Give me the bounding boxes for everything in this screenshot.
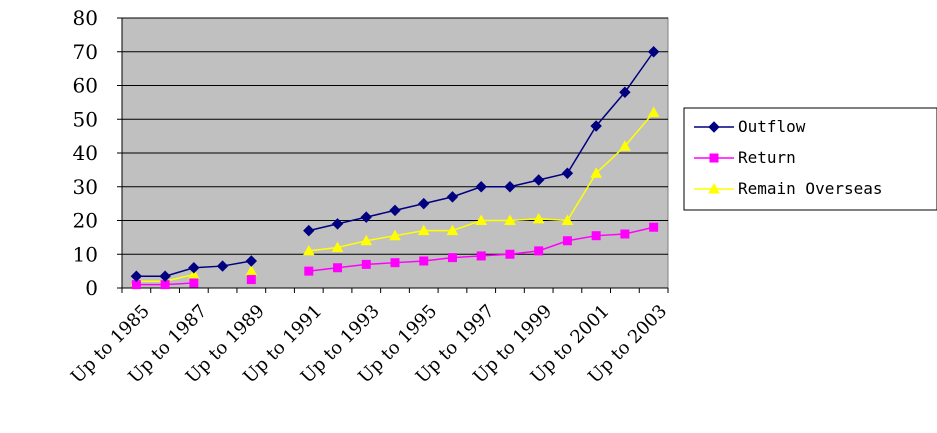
y-tick-label: 70 bbox=[73, 40, 98, 64]
y-tick-label: 0 bbox=[85, 276, 98, 300]
data-point bbox=[245, 255, 258, 267]
data-point bbox=[447, 253, 457, 263]
data-point bbox=[504, 214, 516, 225]
data-point bbox=[475, 214, 488, 225]
y-tick-label: 10 bbox=[73, 242, 98, 266]
series-layer bbox=[130, 46, 660, 290]
data-point bbox=[562, 236, 572, 246]
data-point bbox=[304, 266, 314, 276]
data-point bbox=[389, 204, 401, 217]
y-tick-label: 40 bbox=[73, 141, 98, 165]
data-point bbox=[418, 197, 430, 210]
y-tick-label: 50 bbox=[73, 107, 98, 131]
data-point bbox=[302, 244, 315, 256]
y-tick-label: 30 bbox=[73, 175, 98, 199]
data-point bbox=[419, 256, 429, 266]
series-outflow bbox=[130, 46, 660, 282]
legend: Outflow Return Remain Overseas bbox=[683, 107, 937, 211]
data-point bbox=[619, 140, 631, 151]
data-point bbox=[561, 214, 574, 225]
legend-label: Remain Overseas bbox=[738, 179, 883, 198]
data-point bbox=[647, 106, 660, 117]
data-point bbox=[390, 258, 400, 268]
data-point bbox=[159, 270, 171, 282]
data-point bbox=[591, 231, 601, 241]
data-point bbox=[361, 259, 371, 269]
data-point bbox=[532, 174, 545, 186]
data-point bbox=[475, 181, 487, 193]
y-tick-label: 60 bbox=[73, 74, 98, 98]
data-point bbox=[389, 229, 401, 241]
data-point bbox=[534, 246, 544, 256]
data-point bbox=[504, 181, 516, 193]
legend-label: Outflow bbox=[738, 117, 806, 136]
data-point bbox=[303, 224, 315, 237]
data-point bbox=[446, 224, 459, 236]
data-point bbox=[476, 251, 486, 261]
data-point bbox=[505, 249, 515, 259]
y-axis: 0 10 20 30 40 50 60 70 80 bbox=[73, 6, 123, 300]
data-point bbox=[331, 241, 344, 252]
y-tick-label: 20 bbox=[73, 209, 98, 233]
data-point bbox=[360, 211, 372, 223]
data-point bbox=[561, 167, 574, 179]
legend-box bbox=[683, 107, 937, 211]
data-point bbox=[188, 262, 200, 274]
data-point bbox=[620, 229, 630, 239]
data-point bbox=[532, 212, 545, 224]
legend-label: Return bbox=[738, 148, 796, 167]
data-point bbox=[619, 86, 631, 98]
data-point bbox=[417, 224, 430, 236]
data-point bbox=[189, 278, 199, 288]
data-point bbox=[130, 270, 143, 282]
data-point bbox=[333, 263, 343, 273]
data-point bbox=[216, 260, 229, 272]
legend-marker bbox=[708, 121, 720, 133]
data-point bbox=[446, 191, 459, 203]
y-tick-label: 80 bbox=[73, 6, 98, 30]
data-point bbox=[649, 222, 659, 232]
series-return bbox=[131, 222, 659, 290]
data-point bbox=[246, 275, 256, 285]
legend-marker bbox=[709, 153, 719, 163]
data-point bbox=[590, 120, 602, 132]
data-point bbox=[360, 234, 373, 246]
data-point bbox=[590, 167, 603, 178]
data-point bbox=[647, 46, 660, 58]
legend-marker bbox=[708, 182, 720, 194]
data-point bbox=[331, 218, 344, 230]
